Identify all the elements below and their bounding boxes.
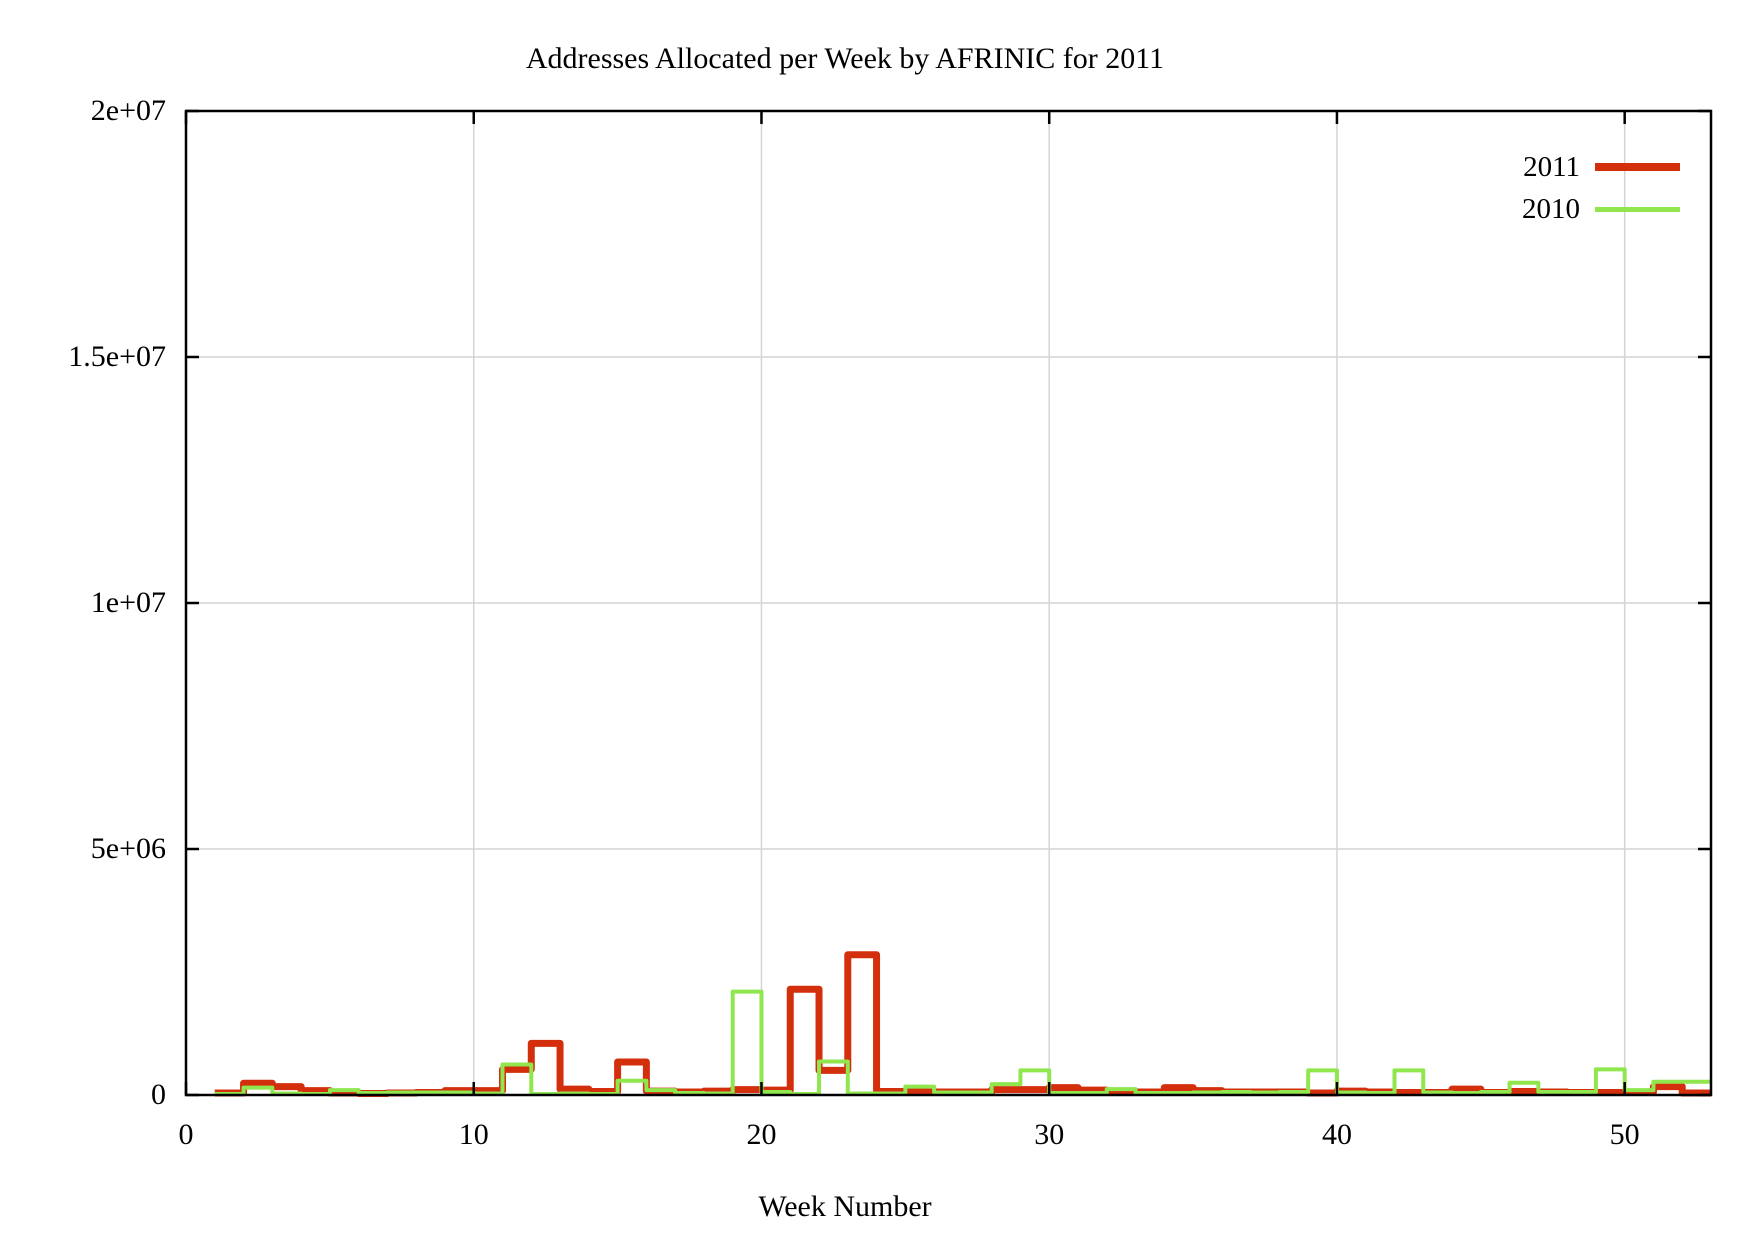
x-axis-title: Week Number xyxy=(758,1190,932,1223)
x-tick-label-50: 50 xyxy=(1609,1118,1640,1151)
y-tick-label-2e+07: 2e+07 xyxy=(90,94,166,127)
legend-swatch-2010-line xyxy=(1595,206,1680,212)
x-tick-label-0: 0 xyxy=(178,1118,194,1151)
legend-label-2011: 2011 xyxy=(1523,150,1580,183)
legend: 2011 2010 xyxy=(1490,146,1680,230)
legend-swatch-2011-line xyxy=(1595,163,1680,171)
y-tick-label-1.5e+07: 1.5e+07 xyxy=(68,340,166,373)
x-tick-label-20: 20 xyxy=(746,1118,777,1151)
x-tick-label-10: 10 xyxy=(458,1118,489,1151)
y-tick-label-0: 0 xyxy=(151,1078,166,1111)
legend-entry-2010: 2010 xyxy=(1490,188,1680,230)
chart-title: Addresses Allocated per Week by AFRINIC … xyxy=(525,42,1165,75)
y-tick-label-5e+06: 5e+06 xyxy=(90,832,166,865)
x-tick-label-30: 30 xyxy=(1034,1118,1065,1151)
legend-entry-2011: 2011 xyxy=(1490,146,1680,188)
legend-label-2010: 2010 xyxy=(1522,192,1580,225)
x-tick-label-40: 40 xyxy=(1321,1118,1352,1151)
y-tick-label-1e+07: 1e+07 xyxy=(90,586,166,619)
